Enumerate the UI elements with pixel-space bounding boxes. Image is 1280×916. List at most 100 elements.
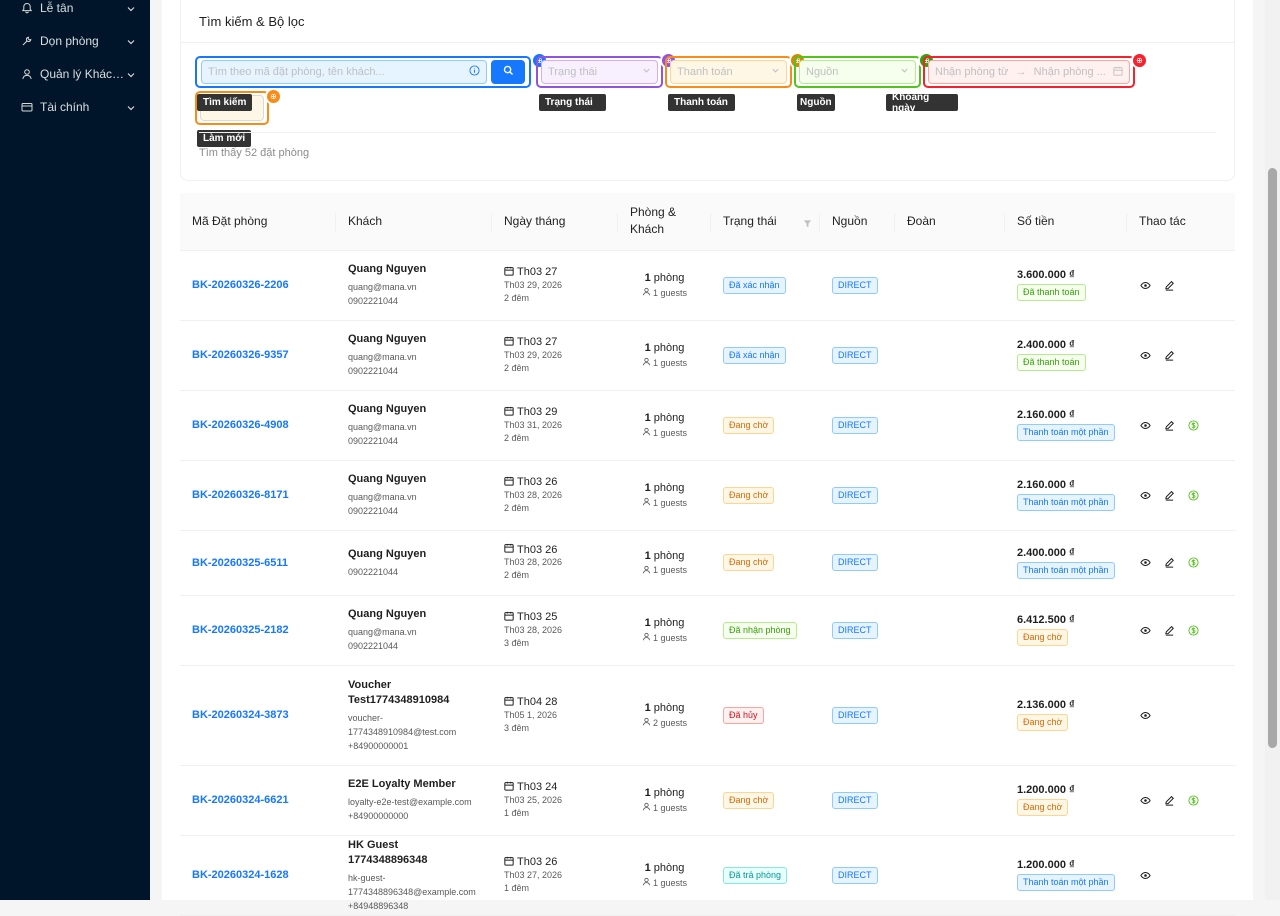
- booking-code-link[interactable]: BK-20260326-9357: [192, 349, 289, 361]
- main-area: Tìm kiếm & Bộ lọc Tìm theo mã đặt phòng,…: [150, 0, 1265, 916]
- room-count: 1: [644, 702, 651, 714]
- col-code: Mã Đặt phòng: [180, 193, 336, 251]
- col-status[interactable]: Trạng thái: [711, 193, 820, 251]
- room-label: phòng: [653, 702, 685, 714]
- view-icon[interactable]: [1139, 489, 1151, 501]
- edit-icon[interactable]: [1163, 557, 1175, 569]
- row-actions: [1139, 557, 1223, 569]
- payment-status-badge: Đã thanh toán: [1017, 284, 1086, 301]
- user-icon: [642, 632, 651, 643]
- calendar-icon: [504, 781, 514, 794]
- guest-name: Quang Nguyen: [348, 263, 427, 275]
- found-count: Tìm thấy 52 đặt phòng: [199, 147, 310, 159]
- guest-name: Quang Nguyen: [348, 473, 427, 485]
- calendar-icon: [504, 406, 514, 419]
- view-icon[interactable]: [1139, 624, 1151, 636]
- checkin-date: Th03 29: [517, 406, 558, 418]
- sidebar-item-housekeeping[interactable]: Dọn phòng: [0, 24, 150, 57]
- sidebar-item-finance[interactable]: Tài chính: [0, 90, 150, 123]
- filter-icon[interactable]: [803, 217, 812, 231]
- payment-icon[interactable]: [1187, 557, 1199, 569]
- guest-contact: 0902221044: [348, 506, 399, 516]
- group-cell: [895, 665, 1005, 766]
- view-icon[interactable]: [1139, 557, 1151, 569]
- amount: 1.200.000 ₫: [1017, 784, 1075, 796]
- amount: 2.160.000 ₫: [1017, 409, 1075, 421]
- view-icon[interactable]: [1139, 419, 1151, 431]
- view-icon[interactable]: [1139, 869, 1151, 881]
- row-actions: [1139, 624, 1223, 636]
- room-count: 1: [644, 549, 651, 562]
- table-row: BK-20260325-6511 Quang Nguyen 0902221044 …: [180, 530, 1235, 596]
- room-count: 1: [644, 617, 651, 629]
- col-source: Nguồn: [820, 193, 895, 251]
- source-badge: DIRECT: [832, 866, 878, 884]
- source-badge: DIRECT: [832, 276, 878, 294]
- payment-placeholder: Thanh toán: [677, 66, 733, 78]
- chevron-down-icon: [126, 102, 136, 112]
- source-badge: DIRECT: [832, 791, 878, 809]
- checkout-date: Th03 31, 2026: [504, 419, 563, 430]
- payment-filter[interactable]: Thanh toán: [665, 56, 792, 88]
- sidebar-item-guest-management[interactable]: Quản lý Khách ...: [0, 57, 150, 90]
- edit-icon[interactable]: [1163, 419, 1175, 431]
- guest-contact: 0902221044: [348, 366, 399, 376]
- status-placeholder: Trạng thái: [548, 66, 598, 78]
- row-actions: [1139, 419, 1223, 431]
- booking-code-link[interactable]: BK-20260326-8171: [192, 489, 289, 501]
- edit-icon[interactable]: [1163, 489, 1175, 501]
- booking-code-link[interactable]: BK-20260325-2182: [192, 624, 289, 636]
- checkin-date: Th03 26: [517, 543, 558, 556]
- date-arrow: →: [1015, 66, 1027, 78]
- status-filter[interactable]: Trạng thái: [536, 56, 663, 88]
- guest-contact: +84900000000: [348, 811, 409, 821]
- booking-code-link[interactable]: BK-20260325-6511: [192, 556, 289, 569]
- edit-icon[interactable]: [1163, 349, 1175, 361]
- col-guest: Khách: [336, 193, 492, 251]
- view-icon[interactable]: [1139, 794, 1151, 806]
- source-filter[interactable]: Nguồn: [794, 56, 921, 88]
- view-icon[interactable]: [1139, 709, 1151, 721]
- user-icon: [642, 802, 651, 813]
- edit-icon[interactable]: [1163, 794, 1175, 806]
- date-range-filter[interactable]: Nhận phòng từ → Nhận phòng ...: [923, 56, 1135, 88]
- status-badge: Đã nhận phòng: [723, 621, 797, 639]
- source-badge: DIRECT: [832, 706, 878, 724]
- table-row: BK-20260326-8171 Quang Nguyen quang@mana.…: [180, 460, 1235, 531]
- search-button[interactable]: [491, 60, 525, 84]
- booking-code-link[interactable]: BK-20260326-4908: [192, 419, 289, 431]
- source-badge: DIRECT: [832, 621, 878, 639]
- payment-icon[interactable]: [1187, 489, 1199, 501]
- nights: 2 đêm: [504, 432, 530, 443]
- calendar-icon: [1113, 66, 1123, 79]
- scrollbar-thumb[interactable]: [1268, 168, 1277, 748]
- view-icon[interactable]: [1139, 279, 1151, 291]
- source-badge: DIRECT: [832, 486, 878, 504]
- row-actions: [1139, 869, 1223, 881]
- booking-code-link[interactable]: BK-20260324-3873: [192, 709, 289, 721]
- sidebar-item-reception[interactable]: Lễ tân: [0, 0, 150, 24]
- scrollbar[interactable]: [1265, 0, 1280, 900]
- payment-icon[interactable]: [1187, 624, 1199, 636]
- row-actions: [1139, 489, 1223, 501]
- room-count: 1: [644, 787, 651, 799]
- payment-icon[interactable]: [1187, 794, 1199, 806]
- table-header-row: Mã Đặt phòng Khách Ngày tháng Phòng & Kh…: [180, 193, 1235, 251]
- edit-icon[interactable]: [1163, 624, 1175, 636]
- payment-status-badge: Đang chờ: [1017, 714, 1069, 731]
- search-input[interactable]: Tìm theo mã đặt phòng, tên khách...: [201, 60, 487, 84]
- booking-code-link[interactable]: BK-20260324-6621: [192, 794, 289, 806]
- edit-icon[interactable]: [1163, 279, 1175, 291]
- guest-contact: 1774348910984@test.com: [348, 726, 457, 737]
- amount: 2.400.000 ₫: [1017, 339, 1075, 351]
- payment-icon[interactable]: [1187, 419, 1199, 431]
- booking-code-link[interactable]: BK-20260324-1628: [192, 869, 289, 881]
- payment-status-badge: Thanh toán một phần: [1017, 561, 1115, 579]
- checkout-date: Th03 29, 2026: [504, 279, 563, 290]
- booking-code-link[interactable]: BK-20260326-2206: [192, 279, 289, 291]
- checkout-date: Th03 29, 2026: [504, 349, 563, 360]
- calendar-icon: [504, 476, 514, 489]
- guest-name: Voucher Test1774348910984: [348, 678, 450, 706]
- view-icon[interactable]: [1139, 349, 1151, 361]
- payment-status-badge: Đang chờ: [1017, 629, 1069, 646]
